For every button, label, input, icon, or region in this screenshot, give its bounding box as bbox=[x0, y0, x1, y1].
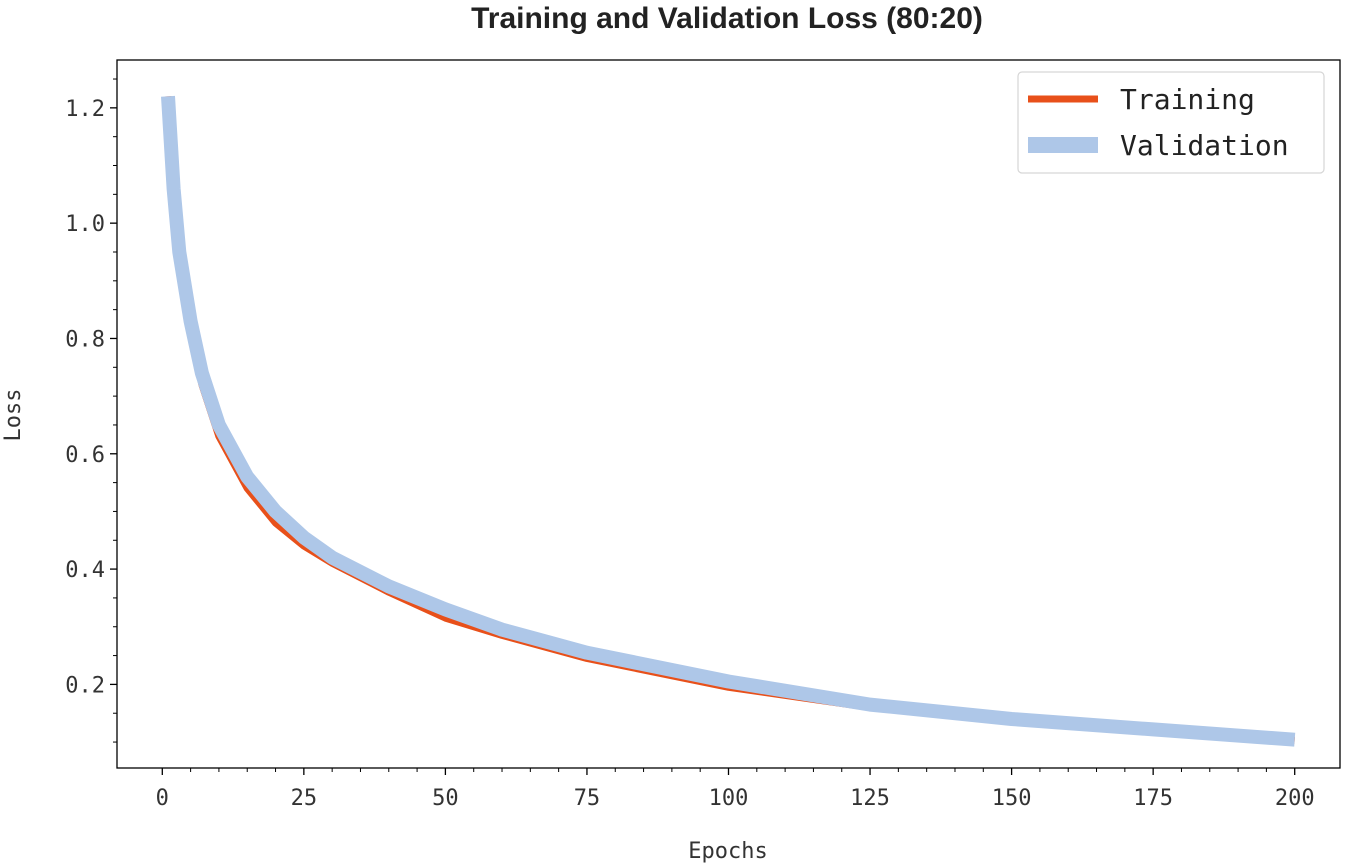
x-axis-label: Epochs bbox=[688, 839, 767, 864]
x-tick-label: 0 bbox=[156, 786, 169, 811]
y-tick-label: 1.0 bbox=[65, 212, 105, 237]
x-tick-label: 25 bbox=[291, 786, 318, 811]
y-tick-label: 1.2 bbox=[65, 97, 105, 122]
chart-title: Training and Validation Loss (80:20) bbox=[471, 2, 983, 35]
y-tick-label: 0.8 bbox=[65, 327, 105, 352]
legend-training-label: Training bbox=[1120, 83, 1255, 116]
y-axis-label: Loss bbox=[1, 389, 26, 442]
legend-validation-label: Validation bbox=[1120, 129, 1289, 162]
x-tick-label: 100 bbox=[709, 786, 749, 811]
x-tick-label: 50 bbox=[432, 786, 459, 811]
y-tick-label: 0.2 bbox=[65, 673, 105, 698]
x-tick-label: 150 bbox=[992, 786, 1032, 811]
plot-area bbox=[161, 95, 1296, 747]
x-tick-label: 200 bbox=[1275, 786, 1315, 811]
x-tick-label: 75 bbox=[574, 786, 601, 811]
y-tick-label: 0.6 bbox=[65, 443, 105, 468]
plot-frame bbox=[116, 59, 1341, 769]
y-tick-label: 0.4 bbox=[65, 558, 105, 583]
axes: 0 25 50 75 100 125 150 175 200 0.2 0.4 0.6 0.8 1.0 1.2 bbox=[65, 78, 1315, 811]
x-tick-label: 175 bbox=[1133, 786, 1173, 811]
legend: Training Validation bbox=[1017, 71, 1325, 174]
series-line-validation bbox=[161, 95, 1296, 747]
x-tick-label: 125 bbox=[850, 786, 890, 811]
